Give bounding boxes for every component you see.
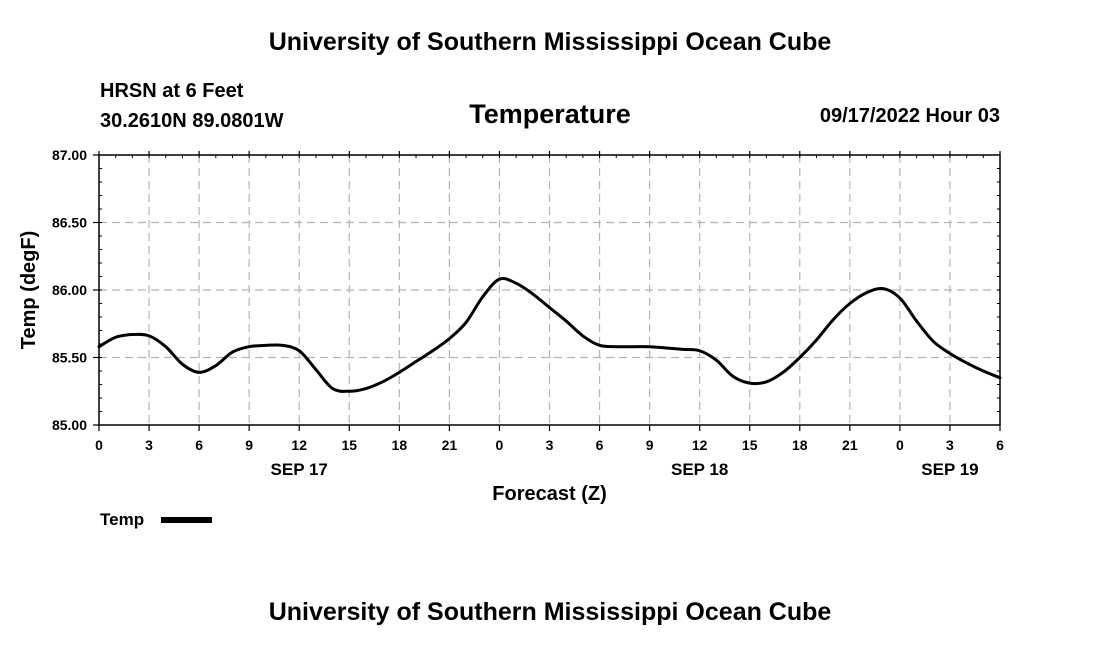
x-tick-label: 0: [896, 437, 904, 453]
x-axis-label: Forecast (Z): [492, 483, 606, 505]
x-tick-label: 12: [692, 437, 708, 453]
station-name: HRSN at 6 Feet: [100, 80, 244, 102]
chart-title: Temperature: [469, 99, 631, 129]
y-axis-label: Temp (degF): [18, 231, 40, 350]
x-tick-label: 21: [442, 437, 458, 453]
y-tick-label: 87.00: [52, 147, 87, 163]
x-tick-label: 21: [842, 437, 858, 453]
x-tick-label: 18: [392, 437, 408, 453]
x-tick-label: 3: [145, 437, 153, 453]
x-tick-label: 15: [341, 437, 357, 453]
x-tick-label: 6: [596, 437, 604, 453]
legend-label: Temp: [100, 510, 144, 529]
temp-series-line: [97, 277, 1002, 393]
date-label: SEP 17: [271, 460, 328, 479]
x-tick-label: 3: [546, 437, 554, 453]
x-tick-label: 6: [996, 437, 1004, 453]
y-tick-label: 86.00: [52, 282, 87, 298]
x-tick-label: 9: [646, 437, 654, 453]
date-label: SEP 18: [671, 460, 728, 479]
x-tick-label: 18: [792, 437, 808, 453]
page-title-bottom: University of Southern Mississippi Ocean…: [268, 598, 832, 626]
forecast-datetime: 09/17/2022 Hour 03: [819, 105, 1000, 127]
x-tick-label: 15: [742, 437, 758, 453]
x-tick-label: 3: [946, 437, 954, 453]
station-coordinates: 30.2610N 89.0801W: [100, 110, 284, 132]
x-tick-label: 12: [291, 437, 307, 453]
date-label: SEP 19: [921, 460, 978, 479]
date-labels: SEP 17 SEP 18 SEP 19: [271, 460, 979, 479]
page-title-top: University of Southern Mississippi Ocean…: [268, 28, 832, 56]
station-info: HRSN at 6 Feet 30.2610N 89.0801W: [100, 76, 283, 136]
y-tick-label: 85.00: [52, 417, 87, 433]
x-axis-ticks: 0 3 6 9 12 15 18 21 0 3 6 9 12 15 18 21 0 3 6: [95, 151, 1004, 453]
y-tick-label: 85.50: [52, 350, 87, 366]
grid-lines: [99, 155, 1000, 425]
x-tick-label: 0: [95, 437, 103, 453]
x-tick-label: 6: [195, 437, 203, 453]
x-tick-label: 0: [496, 437, 504, 453]
y-tick-label: 86.50: [52, 215, 87, 231]
y-axis-ticks: 85.00 85.50 86.00 86.50 87.00: [52, 147, 99, 433]
x-tick-label: 9: [245, 437, 253, 453]
